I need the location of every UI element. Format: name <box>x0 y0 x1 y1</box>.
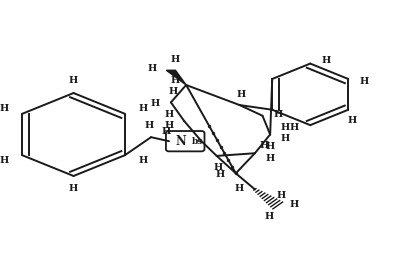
Text: H: H <box>266 142 275 151</box>
Text: H: H <box>260 141 269 150</box>
Text: H: H <box>168 87 177 96</box>
Text: H: H <box>321 56 331 65</box>
Text: H: H <box>273 110 283 119</box>
Text: H: H <box>148 65 157 73</box>
Text: N: N <box>175 135 186 148</box>
Text: bs: bs <box>192 137 204 146</box>
Text: H: H <box>162 127 171 136</box>
Text: H: H <box>289 200 298 208</box>
Text: H: H <box>214 163 223 172</box>
Text: H: H <box>360 77 369 86</box>
FancyBboxPatch shape <box>166 131 204 151</box>
Text: H: H <box>170 55 179 64</box>
Text: H: H <box>0 155 9 165</box>
Text: H: H <box>237 90 246 99</box>
Text: H: H <box>265 212 274 221</box>
Text: H: H <box>170 76 179 86</box>
Text: H: H <box>164 110 174 119</box>
Text: H: H <box>150 99 160 108</box>
Text: H: H <box>69 76 78 85</box>
Text: H: H <box>290 123 299 132</box>
Text: H: H <box>138 104 148 114</box>
Text: H: H <box>145 121 154 130</box>
Text: H: H <box>281 123 290 132</box>
Text: H: H <box>216 170 225 179</box>
Text: H: H <box>281 134 290 143</box>
Polygon shape <box>166 70 186 85</box>
Text: H: H <box>235 183 244 193</box>
Text: H: H <box>138 155 148 165</box>
Text: H: H <box>69 184 78 193</box>
Text: H: H <box>266 154 275 163</box>
Text: H: H <box>347 116 357 125</box>
Text: H: H <box>164 121 174 130</box>
Text: H: H <box>0 104 9 114</box>
Text: H: H <box>277 191 286 200</box>
